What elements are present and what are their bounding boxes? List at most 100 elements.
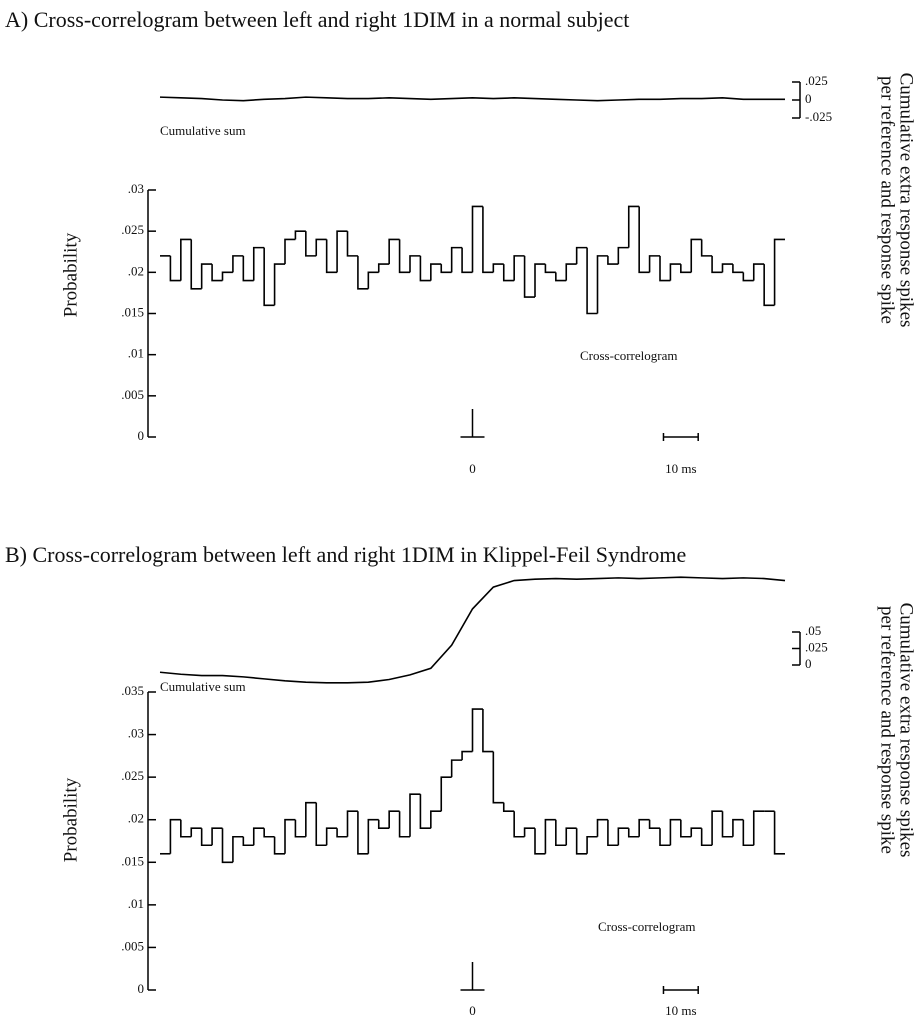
histogram-bin xyxy=(419,255,431,282)
annotation: Cumulative sum xyxy=(160,679,246,694)
histogram-bin xyxy=(388,238,400,265)
histogram-bin xyxy=(690,827,702,837)
histogram-bin xyxy=(232,835,244,863)
histogram-bin xyxy=(773,238,785,306)
histogram-bin xyxy=(669,818,681,846)
histogram-bin xyxy=(607,819,619,847)
scale-bar xyxy=(662,986,699,994)
histogram-bin xyxy=(555,819,567,847)
histogram-bin xyxy=(221,828,233,864)
y-tick-label: .025 xyxy=(121,222,144,237)
histogram-bin xyxy=(388,810,400,829)
y2-axis-label: per reference and response spike xyxy=(877,606,898,854)
histogram-bin xyxy=(659,828,671,847)
y-tick-label: .01 xyxy=(128,896,144,911)
histogram-bin xyxy=(502,802,515,812)
histogram-bin xyxy=(752,810,765,846)
y-tick-label: .025 xyxy=(121,768,144,783)
histogram-bin xyxy=(252,246,265,281)
histogram-bin xyxy=(377,819,390,830)
y-tick-label: .02 xyxy=(128,263,144,278)
histogram-bin xyxy=(575,246,588,265)
cumulative-sum-line xyxy=(159,96,785,102)
histogram-bin xyxy=(450,759,463,778)
histogram-bin xyxy=(471,205,483,273)
y2-tick-label: .025 xyxy=(805,639,828,654)
histogram-bin xyxy=(586,835,598,854)
y-tick-label: .03 xyxy=(128,181,144,196)
histogram-bin xyxy=(742,272,754,282)
histogram-bin xyxy=(263,247,275,307)
histogram-bin xyxy=(555,272,567,282)
histogram-bin xyxy=(242,836,254,847)
histogram-bin xyxy=(617,827,629,846)
panel-title: A) Cross-correlogram between left and ri… xyxy=(5,7,629,32)
histogram-bin xyxy=(461,247,473,274)
histogram-bin xyxy=(534,828,546,855)
histogram-bin xyxy=(190,827,202,837)
y-tick-label: .015 xyxy=(121,853,144,868)
histogram-bin xyxy=(169,818,181,854)
y-tick-label: .02 xyxy=(128,811,144,826)
histogram-bin xyxy=(711,255,723,274)
histogram-bin xyxy=(377,263,390,273)
scale-bar xyxy=(662,433,699,441)
histogram-bin xyxy=(315,238,327,256)
histogram-bin xyxy=(180,238,192,281)
cumulative-sum-line xyxy=(159,576,786,684)
x-tick xyxy=(460,962,485,991)
histogram-bin xyxy=(242,255,254,282)
histogram-bin xyxy=(700,828,713,847)
histogram-bin xyxy=(534,263,546,298)
histogram-bin xyxy=(211,264,223,282)
histogram-bin xyxy=(544,264,556,274)
histogram-bin xyxy=(367,271,379,289)
histogram-bin xyxy=(190,239,202,290)
histogram-bin xyxy=(440,776,452,812)
histogram-bin xyxy=(742,819,754,847)
scale-bar-label: 10 ms xyxy=(665,461,696,476)
histogram-bin xyxy=(513,811,525,838)
annotation: Cumulative sum xyxy=(160,123,246,138)
histogram-bin xyxy=(409,793,421,837)
histogram-bin xyxy=(502,264,515,282)
histogram-bin xyxy=(565,263,577,281)
y-axis-label: Probability xyxy=(60,232,81,317)
histogram-bin xyxy=(752,263,765,281)
histogram-bin xyxy=(211,827,223,846)
y-tick-label: .01 xyxy=(128,346,144,361)
histogram-bin xyxy=(284,818,296,854)
histogram-bin xyxy=(305,801,317,837)
histogram-bin xyxy=(492,751,504,804)
histogram-bin xyxy=(357,255,369,290)
histogram-bin xyxy=(492,263,504,273)
histogram-bin xyxy=(482,709,494,753)
histogram-bin xyxy=(711,810,723,846)
y-tick-label: .005 xyxy=(121,938,144,953)
histogram-bin xyxy=(336,230,348,273)
y2-tick-label: .05 xyxy=(805,623,821,638)
histogram-bin xyxy=(659,255,671,282)
histogram-bin xyxy=(294,230,306,240)
histogram-bin xyxy=(680,264,692,274)
y-tick-label: 0 xyxy=(138,428,145,443)
histogram-bin xyxy=(336,828,348,838)
histogram-bin xyxy=(690,238,702,273)
histogram-bin xyxy=(409,255,421,273)
histogram-bin xyxy=(305,231,317,257)
histogram-bin xyxy=(523,827,535,837)
histogram-bin xyxy=(325,827,338,846)
histogram-bin xyxy=(273,836,285,855)
histogram-bin xyxy=(648,819,660,830)
histogram-bin xyxy=(565,827,577,846)
histogram-bin xyxy=(513,255,525,281)
histogram-bin xyxy=(732,264,744,274)
y-tick-label: .035 xyxy=(121,683,144,698)
histogram-bin xyxy=(638,818,650,837)
histogram-bin xyxy=(596,818,608,837)
histogram-bin xyxy=(617,246,629,265)
y2-axis-label: Cumulative extra response spikes xyxy=(896,603,917,858)
histogram-bin xyxy=(440,264,452,274)
histogram-bin xyxy=(294,819,306,838)
